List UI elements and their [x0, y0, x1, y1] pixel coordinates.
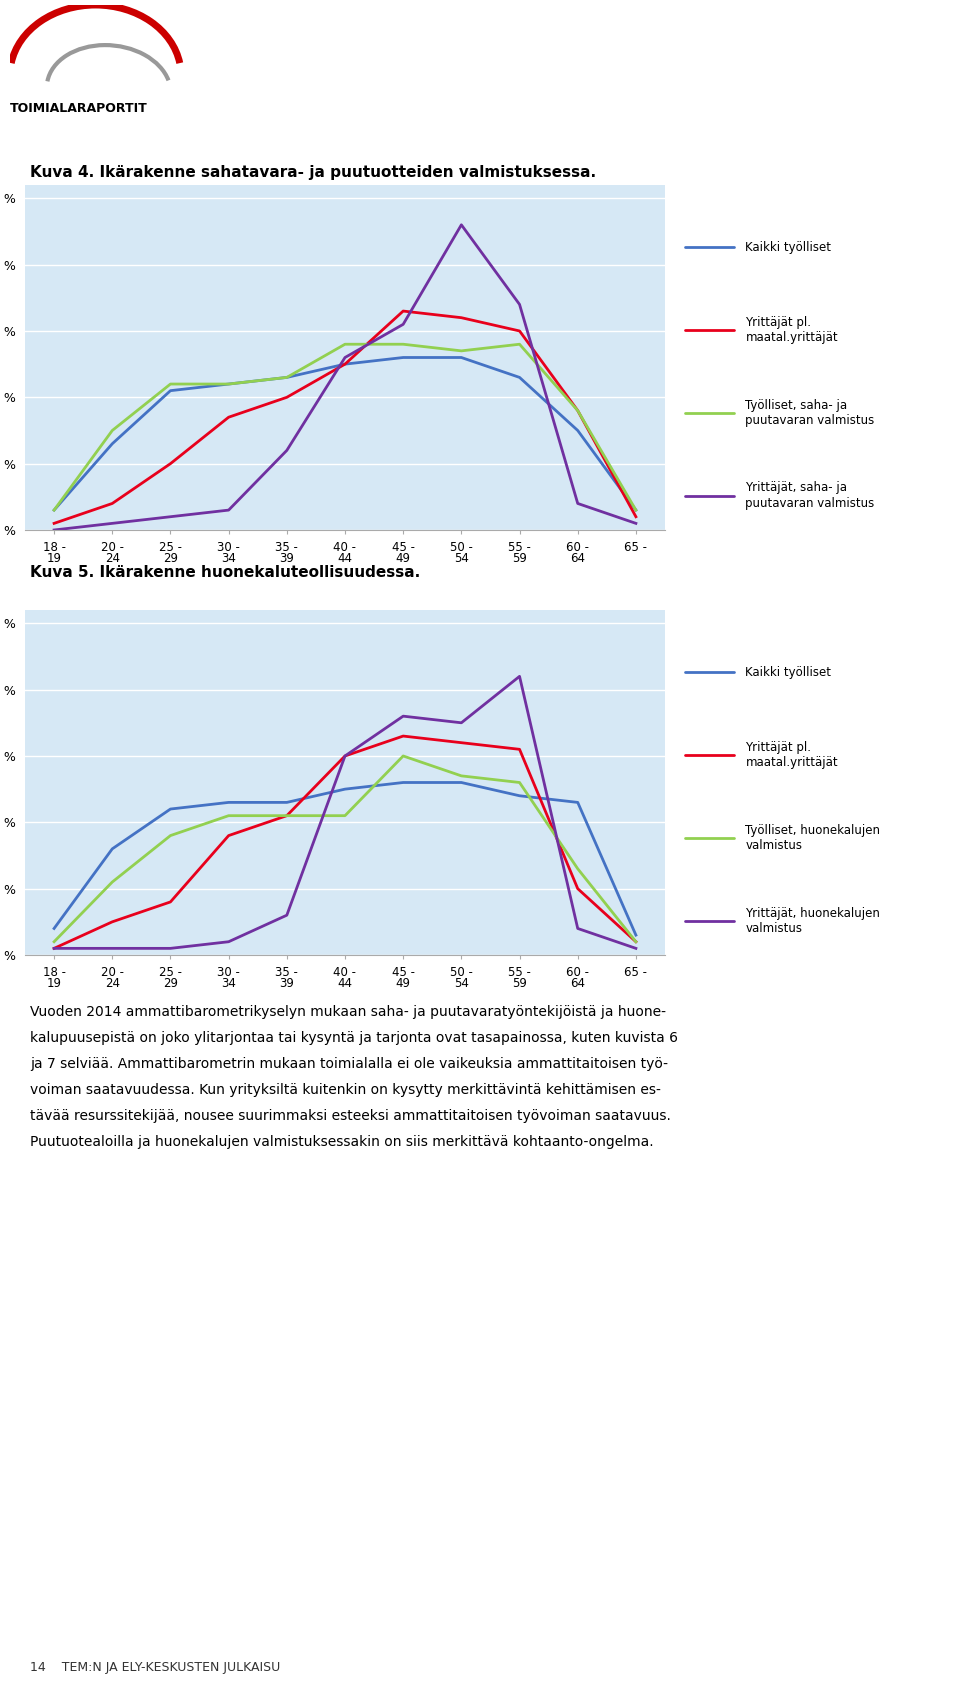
Text: 24: 24: [105, 977, 120, 990]
Text: 65 -: 65 -: [624, 542, 647, 553]
Text: 44: 44: [338, 977, 352, 990]
Text: 54: 54: [454, 552, 468, 565]
Text: 29: 29: [163, 977, 178, 990]
Text: 25 -: 25 -: [159, 967, 182, 978]
Text: Yrittäjät, huonekalujen
valmistus: Yrittäjät, huonekalujen valmistus: [745, 906, 880, 935]
Text: 65 -: 65 -: [624, 967, 647, 978]
Text: voiman saatavuudessa. Kun yrityksiltä kuitenkin on kysytty merkittävintä kehittä: voiman saatavuudessa. Kun yrityksiltä ku…: [30, 1083, 660, 1097]
Text: 30 -: 30 -: [217, 967, 240, 978]
Text: 20 -: 20 -: [101, 967, 124, 978]
Text: ja 7 selviää. Ammattibarometrin mukaan toimialalla ei ole vaikeuksia ammattitait: ja 7 selviää. Ammattibarometrin mukaan t…: [30, 1058, 668, 1071]
Text: kalupuusepistä on joko ylitarjontaa tai kysyntä ja tarjonta ovat tasapainossa, k: kalupuusepistä on joko ylitarjontaa tai …: [30, 1031, 678, 1044]
Text: 64: 64: [570, 977, 586, 990]
Text: 44: 44: [338, 552, 352, 565]
Text: 30 -: 30 -: [217, 542, 240, 553]
Text: 59: 59: [512, 977, 527, 990]
Text: 34: 34: [221, 977, 236, 990]
Text: 20 -: 20 -: [101, 542, 124, 553]
Text: Vuoden 2014 ammattibarometrikyselyn mukaan saha- ja puutavaratyöntekijöistä ja h: Vuoden 2014 ammattibarometrikyselyn muka…: [30, 1005, 666, 1019]
Text: 45 -: 45 -: [392, 542, 415, 553]
Text: TOIMIALARAPORTIT: TOIMIALARAPORTIT: [10, 103, 148, 115]
Text: 18 -: 18 -: [42, 542, 65, 553]
Text: Kuva 4. Ikärakenne sahatavara- ja puutuotteiden valmistuksessa.: Kuva 4. Ikärakenne sahatavara- ja puutuo…: [30, 165, 596, 181]
Text: 49: 49: [396, 977, 411, 990]
Text: Yrittäjät pl.
maatal.yrittäjät: Yrittäjät pl. maatal.yrittäjät: [745, 315, 838, 344]
Text: 64: 64: [570, 552, 586, 565]
Text: Työlliset, saha- ja
puutavaran valmistus: Työlliset, saha- ja puutavaran valmistus: [745, 398, 875, 427]
Text: 50 -: 50 -: [450, 542, 473, 553]
Text: 45 -: 45 -: [392, 967, 415, 978]
Text: Yrittäjät pl.
maatal.yrittäjät: Yrittäjät pl. maatal.yrittäjät: [745, 741, 838, 769]
Text: 18 -: 18 -: [42, 967, 65, 978]
Text: Puutuotealoilla ja huonekalujen valmistuksessakin on siis merkittävä kohtaanto-o: Puutuotealoilla ja huonekalujen valmistu…: [30, 1135, 654, 1149]
Text: 59: 59: [512, 552, 527, 565]
Text: Yrittäjät, saha- ja
puutavaran valmistus: Yrittäjät, saha- ja puutavaran valmistus: [745, 481, 875, 509]
Text: 25 -: 25 -: [159, 542, 182, 553]
Text: Kaikki työlliset: Kaikki työlliset: [745, 241, 831, 253]
Text: 19: 19: [47, 977, 61, 990]
Text: 40 -: 40 -: [333, 967, 356, 978]
Text: 60 -: 60 -: [566, 542, 589, 553]
Text: 54: 54: [454, 977, 468, 990]
Text: 35 -: 35 -: [276, 967, 299, 978]
Text: 60 -: 60 -: [566, 967, 589, 978]
Text: 24: 24: [105, 552, 120, 565]
Text: Työlliset, huonekalujen
valmistus: Työlliset, huonekalujen valmistus: [745, 823, 880, 852]
Text: 19: 19: [47, 552, 61, 565]
Text: 55 -: 55 -: [508, 967, 531, 978]
Text: Kuva 5. Ikärakenne huonekaluteollisuudessa.: Kuva 5. Ikärakenne huonekaluteollisuudes…: [30, 565, 420, 580]
Text: 29: 29: [163, 552, 178, 565]
Text: Kaikki työlliset: Kaikki työlliset: [745, 666, 831, 678]
Text: 39: 39: [279, 977, 295, 990]
Text: 14    TEM:N JA ELY-KESKUSTEN JULKAISU: 14 TEM:N JA ELY-KESKUSTEN JULKAISU: [30, 1660, 280, 1674]
Text: 35 -: 35 -: [276, 542, 299, 553]
Text: 50 -: 50 -: [450, 967, 473, 978]
Text: 34: 34: [221, 552, 236, 565]
Text: tävää resurssitekijää, nousee suurimmaksi esteeksi ammattitaitoisen työvoiman sa: tävää resurssitekijää, nousee suurimmaks…: [30, 1108, 671, 1124]
Text: 49: 49: [396, 552, 411, 565]
Text: 55 -: 55 -: [508, 542, 531, 553]
Text: 40 -: 40 -: [333, 542, 356, 553]
Text: 39: 39: [279, 552, 295, 565]
